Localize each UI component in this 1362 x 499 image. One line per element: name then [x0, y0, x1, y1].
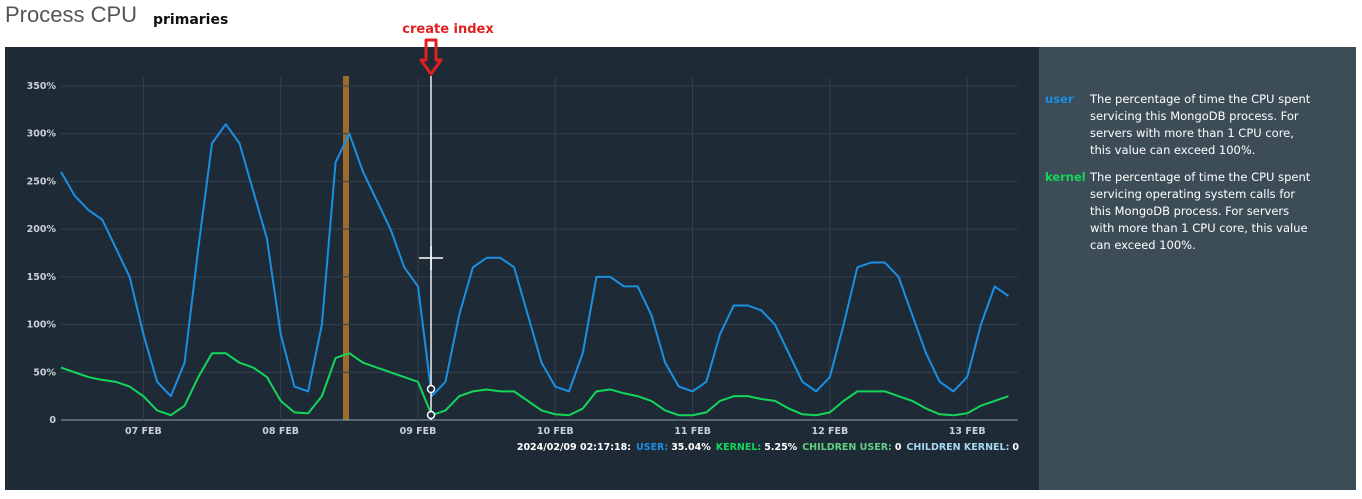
event-band [343, 76, 349, 420]
legend-panel [1039, 47, 1356, 490]
tooltip-label: CHILDREN USER: [802, 442, 892, 453]
grid: 0 50% 100% 150% 200% 250% 300% 350% 07 FEB 08 FEB… [27, 78, 1018, 437]
tooltip-value: 5.25% [764, 442, 798, 453]
y-tick-label: 50% [33, 367, 56, 378]
x-tick-label: 09 FEB [400, 426, 437, 437]
annotation-arrow [419, 38, 443, 76]
plot [60, 123, 1009, 417]
tooltip-label: USER: [636, 442, 669, 453]
y-tick-label: 300% [27, 129, 57, 140]
legend-description: The percentage of time the CPU spent ser… [1090, 92, 1311, 157]
y-tick-label: 0 [49, 415, 56, 426]
y-tick-label: 100% [27, 320, 57, 331]
tooltip-value: 0 [1012, 442, 1019, 453]
chart-title: Process CPU [5, 2, 138, 27]
series-line [60, 352, 1009, 417]
annotation-text: create index [402, 22, 494, 37]
x-tick-label: 13 FEB [949, 426, 986, 437]
tooltip-value: 35.04% [671, 442, 711, 453]
tooltip-value: 0 [894, 442, 902, 453]
x-tick-label: 08 FEB [262, 426, 299, 437]
x-tick-label: 07 FEB [125, 426, 162, 437]
tooltip-time: 2024/02/09 02:17:18: [516, 442, 632, 453]
chart-subtitle: primaries [153, 12, 229, 28]
cursor-dot [426, 384, 436, 394]
tooltip-label: CHILDREN KERNEL: [906, 442, 1010, 453]
cursor-dot [426, 410, 436, 420]
y-tick-label: 150% [27, 272, 57, 283]
tooltip-label: KERNEL: [715, 442, 762, 453]
legend-name: kernel [1045, 170, 1086, 184]
legend-name: user [1045, 92, 1074, 106]
tooltip: 2024/02/09 02:17:18: USER: 35.04% KERNEL: 5.… [517, 442, 1019, 453]
chart-panel [5, 47, 1039, 490]
cursor: create index [402, 22, 494, 420]
y-tick-label: 350% [27, 81, 57, 92]
series-line [60, 123, 1009, 398]
x-tick-label: 11 FEB [674, 426, 711, 437]
y-tick-label: 200% [27, 224, 57, 235]
x-tick-label: 12 FEB [812, 426, 849, 437]
legend-description: The percentage of time the CPU spent ser… [1090, 170, 1311, 252]
y-tick-label: 250% [27, 176, 57, 187]
crosshair [419, 246, 444, 270]
x-tick-label: 10 FEB [537, 426, 574, 437]
